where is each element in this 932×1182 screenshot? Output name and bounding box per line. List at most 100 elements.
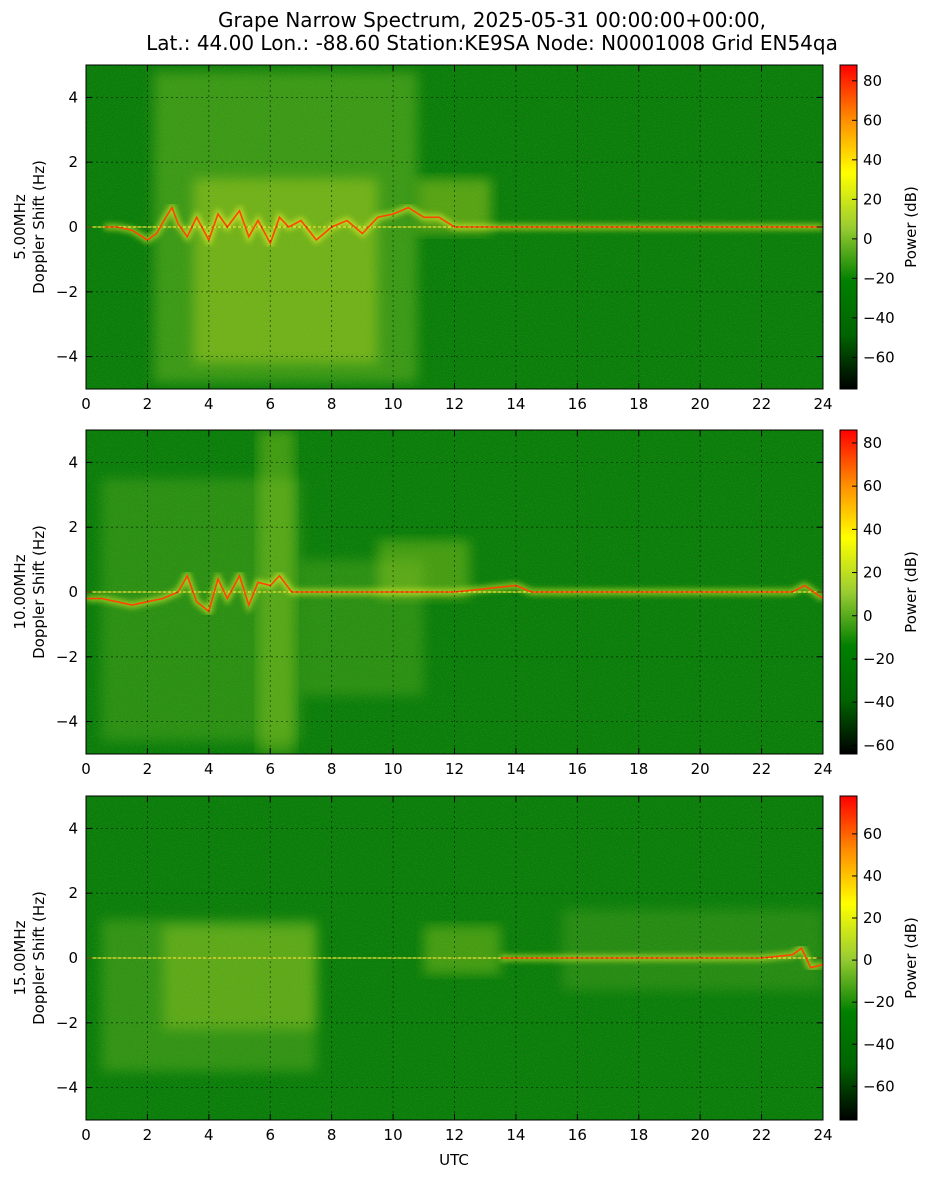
y-tick-label: −2 xyxy=(56,648,78,666)
x-tick-label: 24 xyxy=(813,760,832,778)
y-tick-label: 0 xyxy=(68,583,78,601)
y-tick-label: 2 xyxy=(68,518,78,536)
x-tick-label: 2 xyxy=(143,760,153,778)
x-tick-label: 18 xyxy=(629,760,648,778)
colorbar-tick-label: −60 xyxy=(863,736,895,754)
colorbar xyxy=(839,795,858,1121)
colorbar-tick-label: 60 xyxy=(863,477,882,495)
colorbar-tick-label: 40 xyxy=(863,520,882,538)
x-tick-label: 20 xyxy=(691,1126,710,1144)
y-tick-label: 0 xyxy=(68,218,78,236)
x-tick-label: 22 xyxy=(752,760,771,778)
colorbar-tick-label: 20 xyxy=(863,564,882,582)
x-tick-label: 12 xyxy=(445,395,464,413)
x-tick-label: 22 xyxy=(752,1126,771,1144)
x-tick-label: 8 xyxy=(327,760,337,778)
x-tick-label: 4 xyxy=(204,760,214,778)
colorbar xyxy=(839,429,858,755)
x-tick-label: 12 xyxy=(445,1126,464,1144)
colorbar-label: Power (dB) xyxy=(902,186,920,268)
x-tick-label: 24 xyxy=(813,1126,832,1144)
x-tick-label: 18 xyxy=(629,395,648,413)
x-tick-label: 16 xyxy=(568,760,587,778)
y-axis-label-doppler: Doppler Shift (Hz) xyxy=(30,525,48,659)
x-tick-label: 10 xyxy=(384,760,403,778)
colorbar-tick-label: 0 xyxy=(863,607,873,625)
colorbar-label: Power (dB) xyxy=(902,551,920,633)
x-tick-label: 2 xyxy=(143,395,153,413)
y-tick-label: −4 xyxy=(56,1079,78,1097)
x-tick-label: 18 xyxy=(629,1126,648,1144)
colorbar-tick-label: −40 xyxy=(863,1035,895,1053)
y-tick-label: 4 xyxy=(68,453,78,471)
colorbar-tick-label: −60 xyxy=(863,348,895,366)
x-tick-label: 12 xyxy=(445,760,464,778)
colorbar-tick-label: −20 xyxy=(863,993,895,1011)
figure-title-line2: Lat.: 44.00 Lon.: -88.60 Station:KE9SA N… xyxy=(146,31,838,55)
y-tick-label: −4 xyxy=(56,348,78,366)
y-axis-label-frequency: 10.00MHz xyxy=(11,554,29,629)
spread-region xyxy=(162,925,317,1030)
colorbar-label: Power (dB) xyxy=(902,917,920,999)
colorbar-tick-label: 80 xyxy=(863,434,882,452)
colorbar-tick-label: −40 xyxy=(863,309,895,327)
colorbar-tick-label: 0 xyxy=(863,230,873,248)
colorbar-tick-label: −20 xyxy=(863,650,895,668)
x-tick-label: 6 xyxy=(265,760,275,778)
x-tick-label: 0 xyxy=(81,1126,91,1144)
x-tick-label: 16 xyxy=(568,395,587,413)
spread-region xyxy=(377,540,470,599)
x-tick-label: 0 xyxy=(81,395,91,413)
spread-region xyxy=(423,925,501,975)
colorbar-tick-label: 40 xyxy=(863,867,882,885)
colorbar-tick-label: −40 xyxy=(863,693,895,711)
colorbar-tick-label: −60 xyxy=(863,1077,895,1095)
colorbar-tick-label: 80 xyxy=(863,72,882,90)
x-tick-label: 0 xyxy=(81,760,91,778)
y-axis-label-doppler: Doppler Shift (Hz) xyxy=(30,891,48,1025)
x-tick-label: 4 xyxy=(204,395,214,413)
y-tick-label: 0 xyxy=(68,949,78,967)
signal-trace xyxy=(104,205,823,246)
x-tick-label: 20 xyxy=(691,395,710,413)
colorbar-tick-label: 0 xyxy=(863,951,873,969)
x-tick-label: 22 xyxy=(752,395,771,413)
x-tick-label: 14 xyxy=(506,1126,525,1144)
y-tick-label: 2 xyxy=(68,884,78,902)
colorbar-tick-label: 60 xyxy=(863,111,882,129)
colorbar-tick-label: −20 xyxy=(863,269,895,287)
x-tick-label: 14 xyxy=(506,760,525,778)
colorbar-tick-label: 40 xyxy=(863,151,882,169)
x-tick-label: 6 xyxy=(265,395,275,413)
colorbar-tick-label: 20 xyxy=(863,909,882,927)
x-tick-label: 10 xyxy=(384,1126,403,1144)
x-tick-label: 20 xyxy=(691,760,710,778)
y-tick-label: 4 xyxy=(68,819,78,837)
y-tick-label: 4 xyxy=(68,88,78,106)
x-tick-label: 24 xyxy=(813,395,832,413)
x-tick-label: 8 xyxy=(327,1126,337,1144)
colorbar xyxy=(839,64,858,390)
x-tick-label: 6 xyxy=(265,1126,275,1144)
y-tick-label: −2 xyxy=(56,1014,78,1032)
y-tick-label: 2 xyxy=(68,153,78,171)
x-tick-label: 10 xyxy=(384,395,403,413)
y-tick-label: −4 xyxy=(56,713,78,731)
y-axis-label-frequency: 5.00MHz xyxy=(11,194,29,260)
y-axis-label-frequency: 15.00MHz xyxy=(11,920,29,995)
colorbar-tick-label: 20 xyxy=(863,190,882,208)
signal-trace xyxy=(500,947,823,969)
colorbar-tick-label: 60 xyxy=(863,825,882,843)
y-tick-label: −2 xyxy=(56,283,78,301)
x-tick-label: 16 xyxy=(568,1126,587,1144)
x-tick-label: 8 xyxy=(327,395,337,413)
spread-region xyxy=(561,909,823,991)
x-axis-label: UTC xyxy=(439,1151,469,1169)
x-tick-label: 4 xyxy=(204,1126,214,1144)
x-tick-label: 2 xyxy=(143,1126,153,1144)
